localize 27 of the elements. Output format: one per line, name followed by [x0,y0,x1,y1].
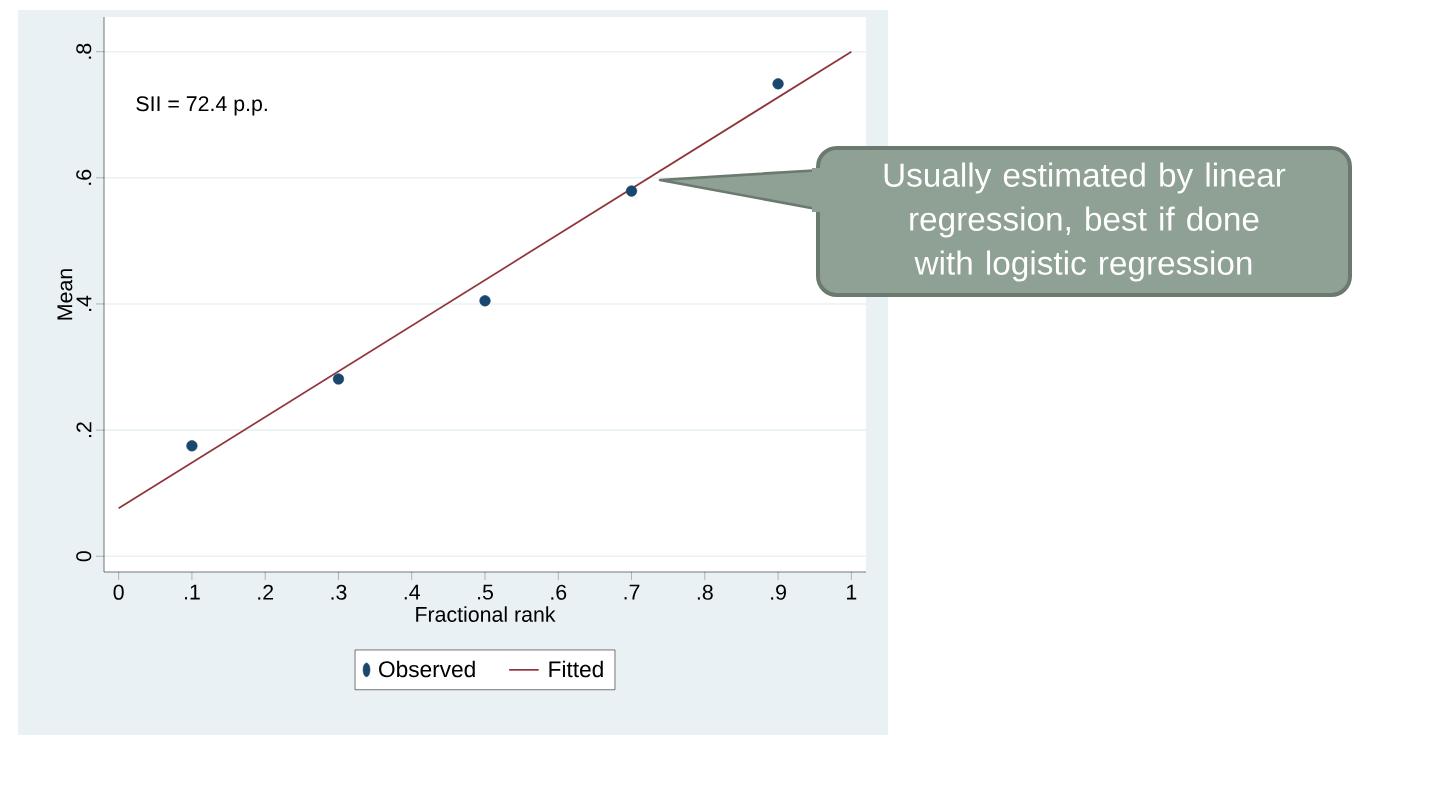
y-tick-label: 0 [76,551,92,562]
y-tick-label: .4 [76,295,92,311]
x-tick-label: .7 [624,584,640,600]
x-tick-label: 1 [847,584,857,600]
y-tick-label: .6 [76,169,92,185]
point [332,373,345,385]
y-tick-label: .8 [76,43,92,59]
point [772,78,784,90]
point [186,440,198,452]
legend-label: Observed [379,660,475,678]
x-tick-label: .8 [697,584,713,600]
annotation: SII = 72.4 p.p. [136,96,267,116]
x-tick-label: 0 [113,584,124,600]
text: Usually estimated by linear regression, best if done with logistic regression [884,162,1286,282]
x-tick-label: .3 [331,584,347,600]
x-tick-label: .6 [551,584,567,600]
point [625,185,638,197]
x-tick-label: .4 [404,584,420,600]
x-axis-title: Fractional rank [416,606,556,622]
legend-label: Fitted [549,660,603,678]
y-tick-label: .2 [76,422,92,438]
x-tick-label: .9 [771,584,786,600]
point [479,295,491,307]
y-axis-title: Mean [57,269,73,320]
x-tick-label: .2 [258,584,274,600]
x-tick-label: .5 [478,584,493,600]
x-tick-label: .1 [184,584,200,600]
